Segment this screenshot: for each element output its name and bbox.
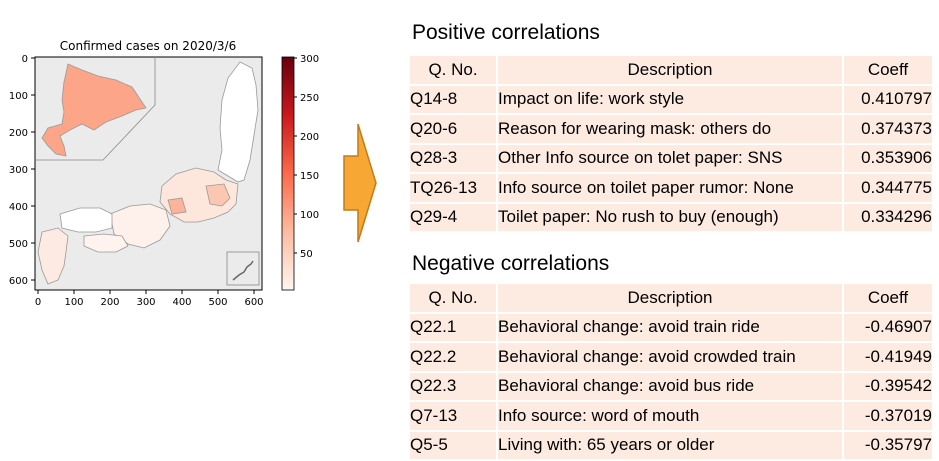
chugoku-region [59,207,113,233]
y-tick-label: 0 [22,54,28,65]
y-tick-label: 500 [9,239,28,250]
x-tick-label: 0 [35,297,41,308]
description-cell: Other Info source on tolet paper: SNS [496,144,842,172]
question-number-cell: TQ26-13 [410,174,496,202]
coeff-cell: 0.374373 [842,115,932,143]
coeff-cell: -0.46907 [842,313,932,341]
aichi-area [167,197,187,215]
colorbar-ticks: 300 250 200 150 100 50 [294,54,319,260]
okinawa-islands [232,260,254,281]
y-tick-label: 300 [9,165,28,176]
question-number-cell: Q20-6 [410,115,496,143]
table-row: Q22.1 Behavioral change: avoid train rid… [410,313,932,341]
coeff-cell: -0.35797 [842,431,932,459]
kyushu-region [37,227,69,285]
negative-correlations-table: Q. No. Description Coeff Q22.1 Behaviora… [410,282,932,461]
x-tick-label: 500 [208,297,227,308]
right-arrow-icon [343,123,377,243]
description-cell: Info source: word of mouth [496,402,842,430]
map-title: Confirmed cases on 2020/3/6 [60,39,236,53]
description-cell: Toilet paper: No rush to buy (enough) [496,203,842,231]
question-number-cell: Q22.1 [410,313,496,341]
question-number-cell: Q7-13 [410,402,496,430]
table-header-row: Q. No. Description Coeff [410,284,932,312]
x-tick-label: 200 [100,297,119,308]
column-header: Coeff [842,284,932,312]
table-row: TQ26-13 Info source on toilet paper rumo… [410,174,932,202]
table-row: Q5-5 Living with: 65 years or older -0.3… [410,431,932,459]
table-row: Q29-4 Toilet paper: No rush to buy (enou… [410,203,932,231]
question-number-cell: Q29-4 [410,203,496,231]
description-cell: Living with: 65 years or older [496,431,842,459]
question-number-cell: Q5-5 [410,431,496,459]
x-tick-label: 100 [64,297,83,308]
y-tick-label: 600 [9,276,28,287]
coeff-cell: 0.344775 [842,174,932,202]
colorbar [281,56,295,291]
description-cell: Reason for wearing mask: others do [496,115,842,143]
table-row: Q28-3 Other Info source on tolet paper: … [410,144,932,172]
negative-correlations-title: Negative correlations [412,252,610,275]
table-row: Q7-13 Info source: word of mouth -0.3701… [410,402,932,430]
okinawa-inset-border [226,251,260,286]
description-cell: Info source on toilet paper rumor: None [496,174,842,202]
question-number-cell: Q22.2 [410,343,496,371]
tohoku-region [217,61,259,183]
y-axis: 0 100 200 300 400 500 600 [9,54,35,287]
shikoku-region [83,233,129,253]
positive-correlations-table: Q. No. Description Coeff Q14-8 Impact on… [410,54,932,233]
colorbar-tick-label: 150 [300,171,319,182]
coeff-cell: -0.39542 [842,372,932,400]
y-tick-label: 400 [9,202,28,213]
coeff-cell: 0.353906 [842,144,932,172]
hokkaido-inset-border [35,57,156,161]
description-cell: Behavioral change: avoid train ride [496,313,842,341]
x-axis: 0 100 200 300 400 500 600 [35,290,264,308]
column-header: Q. No. [410,56,496,84]
description-cell: Impact on life: work style [496,85,842,113]
description-cell: Behavioral change: avoid bus ride [496,372,842,400]
column-header: Coeff [842,56,932,84]
column-header: Q. No. [410,284,496,312]
positive-correlations-title: Positive correlations [412,21,600,44]
x-tick-label: 400 [172,297,191,308]
table-row: Q22.3 Behavioral change: avoid bus ride … [410,372,932,400]
question-number-cell: Q28-3 [410,144,496,172]
table-row: Q20-6 Reason for wearing mask: others do… [410,115,932,143]
question-number-cell: Q22.3 [410,372,496,400]
tokyo-area [205,183,231,207]
coeff-cell: -0.41949 [842,343,932,371]
colorbar-tick-label: 100 [300,210,319,221]
question-number-cell: Q14-8 [410,85,496,113]
y-tick-label: 100 [9,91,28,102]
table-row: Q22.2 Behavioral change: avoid crowded t… [410,343,932,371]
coeff-cell: 0.410797 [842,85,932,113]
column-header: Description [496,284,842,312]
japan-cases-map-chart: Confirmed cases on 2020/3/6 0 100 200 30… [9,39,319,308]
table-row: Q14-8 Impact on life: work style 0.41079… [410,85,932,113]
colorbar-tick-label: 50 [300,249,313,260]
x-tick-label: 600 [244,297,263,308]
hokkaido-region [41,63,147,157]
coeff-cell: -0.37019 [842,402,932,430]
colorbar-tick-label: 250 [300,93,319,104]
column-header: Description [496,56,842,84]
y-tick-label: 200 [9,128,28,139]
x-tick-label: 300 [136,297,155,308]
coeff-cell: 0.334296 [842,203,932,231]
table-header-row: Q. No. Description Coeff [410,56,932,84]
description-cell: Behavioral change: avoid crowded train [496,343,842,371]
colorbar-tick-label: 200 [300,132,319,143]
colorbar-tick-label: 300 [300,54,319,65]
